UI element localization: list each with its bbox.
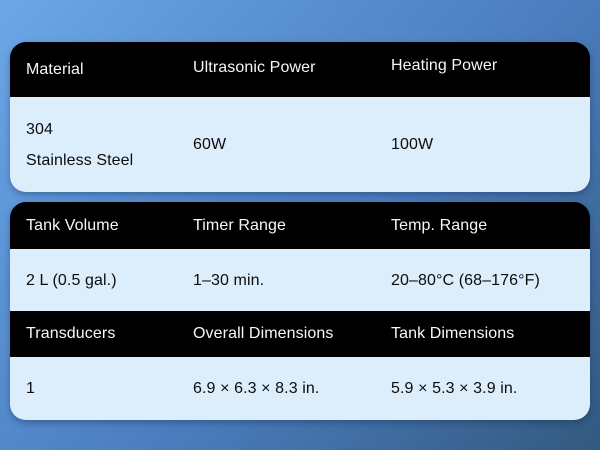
spec-header-row: Transducers Overall Dimensions Tank Dime…	[10, 311, 590, 357]
spec-value-tank-dimensions: 5.9 × 5.3 × 3.9 in.	[391, 380, 518, 397]
spec-value-row: 1 6.9 × 6.3 × 8.3 in. 5.9 × 5.3 × 3.9 in…	[10, 357, 590, 420]
spec-header-temp-range: Temp. Range	[391, 216, 488, 234]
spec-header-tank-dimensions: Tank Dimensions	[391, 325, 515, 342]
spec-value-row: 2 L (0.5 gal.) 1–30 min. 20–80°C (68–176…	[10, 249, 590, 311]
spec-value-row: 304 Stainless Steel 60W 100W	[10, 97, 590, 192]
spec-value-ultrasonic-power: 60W	[193, 136, 227, 153]
spec-header-ultrasonic-power: Ultrasonic Power	[193, 58, 316, 76]
spec-header-material: Material	[26, 60, 84, 78]
spec-header-row: Material Ultrasonic Power Heating Power	[10, 42, 590, 97]
spec-card-bottom: Tank Volume Timer Range Temp. Range 2 L …	[10, 202, 590, 420]
spec-value-tank-volume: 2 L (0.5 gal.)	[26, 271, 117, 289]
spec-header-timer-range: Timer Range	[193, 216, 286, 234]
spec-header-row: Tank Volume Timer Range Temp. Range	[10, 202, 590, 249]
spec-value-material: 304 Stainless Steel	[26, 120, 134, 169]
spec-header-overall-dimensions: Overall Dimensions	[193, 325, 334, 342]
spec-value-heating-power: 100W	[391, 136, 434, 153]
spec-header-tank-volume: Tank Volume	[26, 216, 119, 234]
spec-header-heating-power: Heating Power	[391, 56, 498, 74]
spec-value-transducers: 1	[26, 380, 35, 397]
spec-value-temp-range: 20–80°C (68–176°F)	[391, 271, 540, 289]
spec-value-overall-dimensions: 6.9 × 6.3 × 8.3 in.	[193, 380, 320, 397]
spec-value-timer-range: 1–30 min.	[193, 271, 265, 289]
spec-card-top: Material Ultrasonic Power Heating Power …	[10, 42, 590, 192]
spec-header-transducers: Transducers	[26, 325, 116, 342]
